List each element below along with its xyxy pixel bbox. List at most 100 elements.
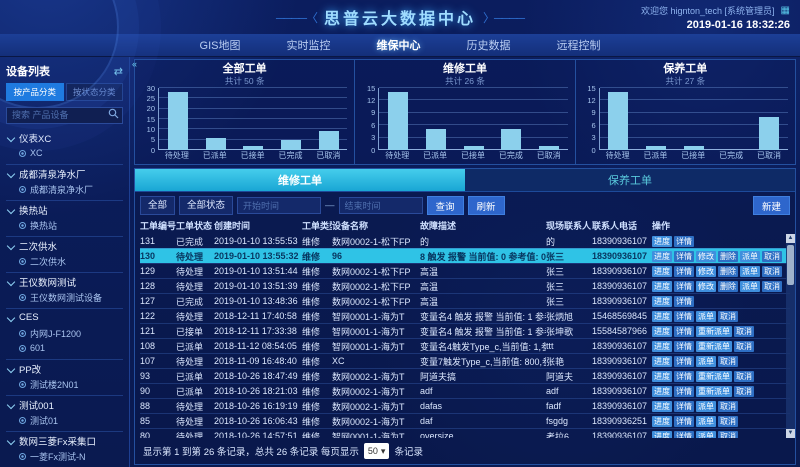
action-button-删除[interactable]: 删除 xyxy=(718,280,738,292)
table-row[interactable]: 108 已派单 2018-11-12 08:54:05 维修 智网0001-1-海为T 变… xyxy=(140,338,790,353)
action-button-进度[interactable]: 进度 xyxy=(652,325,672,337)
tree-item[interactable]: 换热站 xyxy=(6,218,123,233)
action-button-修改[interactable]: 修改 xyxy=(696,265,716,277)
action-button-详情[interactable]: 详情 xyxy=(674,235,694,247)
action-button-取消[interactable]: 取消 xyxy=(718,355,738,367)
action-button-修改[interactable]: 修改 xyxy=(696,250,716,262)
action-button-取消[interactable]: 取消 xyxy=(734,385,754,397)
action-button-详情[interactable]: 详情 xyxy=(674,310,694,322)
action-button-进度[interactable]: 进度 xyxy=(652,310,672,322)
order-tab-repair[interactable]: 维修工单 xyxy=(135,169,465,192)
tree-item[interactable]: 成都清泉净水厂 xyxy=(6,182,123,197)
action-button-重新派单[interactable]: 重新派单 xyxy=(696,385,732,397)
action-button-进度[interactable]: 进度 xyxy=(652,385,672,397)
action-button-进度[interactable]: 进度 xyxy=(652,280,672,292)
nav-tab-realtime[interactable]: 实时监控 xyxy=(286,40,331,52)
create-button[interactable]: 新建 xyxy=(752,196,790,215)
action-button-派单[interactable]: 派单 xyxy=(696,400,716,412)
action-button-删除[interactable]: 删除 xyxy=(718,250,738,262)
action-button-详情[interactable]: 详情 xyxy=(674,355,694,367)
action-button-派单[interactable]: 派单 xyxy=(696,355,716,367)
tree-item[interactable]: XC xyxy=(6,146,123,161)
action-button-重新派单[interactable]: 重新派单 xyxy=(696,325,732,337)
scroll-up-icon[interactable]: ▲ xyxy=(786,234,795,243)
page-size-select[interactable]: 50 ▾ xyxy=(363,443,390,459)
grid-icon[interactable]: ▦ xyxy=(780,5,790,16)
action-button-详情[interactable]: 详情 xyxy=(674,250,694,262)
tree-group-row[interactable]: 王仪数网测试 xyxy=(6,274,123,290)
table-row[interactable]: 129 待处理 2019-01-10 13:51:44 维修 数网0002-1-松下FP… xyxy=(140,263,790,278)
action-button-详情[interactable]: 详情 xyxy=(674,430,694,438)
action-button-派单[interactable]: 派单 xyxy=(696,310,716,322)
action-button-派单[interactable]: 派单 xyxy=(696,415,716,427)
tree-group-row[interactable]: 数网三菱Fx采集口 xyxy=(6,433,123,449)
tree-item[interactable]: 一菱Fx测试-N xyxy=(6,449,123,464)
table-row[interactable]: 121 已接单 2018-12-11 17:33:38 维修 智网0001-1-海为T 变… xyxy=(140,323,790,338)
status-select[interactable]: 全部状态 xyxy=(179,196,234,215)
action-button-详情[interactable]: 详情 xyxy=(674,385,694,397)
table-row[interactable]: 128 待处理 2019-01-10 13:51:39 维修 数网0002-1-松下FP… xyxy=(140,278,790,293)
tree-item[interactable]: 601 xyxy=(6,341,123,356)
nav-tab-history[interactable]: 历史数据 xyxy=(466,40,511,52)
table-row[interactable]: 127 已完成 2019-01-10 13:48:36 维修 数网0002-1-松下FP… xyxy=(140,293,790,308)
action-button-删除[interactable]: 删除 xyxy=(718,265,738,277)
table-row[interactable]: 90 已派单 2018-10-26 18:21:03 维修 数网0002-1-海为T ad… xyxy=(140,383,790,398)
action-button-详情[interactable]: 详情 xyxy=(674,370,694,382)
action-button-详情[interactable]: 详情 xyxy=(674,325,694,337)
action-button-详情[interactable]: 详情 xyxy=(674,280,694,292)
tree-item[interactable]: 测试楼2N01 xyxy=(6,377,123,392)
search-icon[interactable] xyxy=(108,108,119,119)
tree-item[interactable]: 测试01 xyxy=(6,413,123,428)
table-row[interactable]: 131 已完成 2019-01-10 13:55:53 维修 数网0002-1-松下FP… xyxy=(140,234,790,248)
action-button-修改[interactable]: 修改 xyxy=(696,280,716,292)
tree-group-row[interactable]: 二次供水 xyxy=(6,238,123,254)
query-button[interactable]: 查询 xyxy=(426,196,464,215)
action-button-进度[interactable]: 进度 xyxy=(652,250,672,262)
table-row[interactable]: 122 待处理 2018-12-11 17:40:58 维修 智网0001-1-海为T 变… xyxy=(140,308,790,323)
tree-group-row[interactable]: 成都清泉净水厂 xyxy=(6,166,123,182)
action-button-取消[interactable]: 取消 xyxy=(718,415,738,427)
swap-icon[interactable]: ⇄ xyxy=(113,65,123,78)
start-date-input[interactable] xyxy=(237,197,322,214)
action-button-进度[interactable]: 进度 xyxy=(652,355,672,367)
search-input[interactable] xyxy=(6,106,123,124)
order-tab-maintain[interactable]: 保养工单 xyxy=(465,169,795,192)
collapse-sidebar-icon[interactable]: « xyxy=(132,59,138,69)
action-button-进度[interactable]: 进度 xyxy=(652,400,672,412)
nav-tab-gis[interactable]: GIS地图 xyxy=(199,40,241,52)
action-button-取消[interactable]: 取消 xyxy=(718,310,738,322)
action-button-取消[interactable]: 取消 xyxy=(762,250,782,262)
end-date-input[interactable] xyxy=(338,197,423,214)
action-button-进度[interactable]: 进度 xyxy=(652,265,672,277)
action-button-取消[interactable]: 取消 xyxy=(718,400,738,412)
action-button-进度[interactable]: 进度 xyxy=(652,340,672,352)
tree-group-row[interactable]: 仪表XC xyxy=(6,130,123,146)
table-row[interactable]: 93 已派单 2018-10-26 18:47:49 维修 数网0002-1-海为T 阿道… xyxy=(140,368,790,383)
table-row[interactable]: 80 待处理 2018-10-26 14:57:51 维修 智网0001-1-海为T ov… xyxy=(140,428,790,438)
table-scrollbar[interactable]: ▲ ▼ xyxy=(786,234,795,438)
action-button-取消[interactable]: 取消 xyxy=(734,325,754,337)
action-button-详情[interactable]: 详情 xyxy=(674,265,694,277)
action-button-详情[interactable]: 详情 xyxy=(674,295,694,307)
category-select[interactable]: 全部 xyxy=(140,196,176,215)
action-button-派单[interactable]: 派单 xyxy=(696,430,716,438)
action-button-进度[interactable]: 进度 xyxy=(652,235,672,247)
sidebar-tab-by-product[interactable]: 按产品分类 xyxy=(6,83,64,101)
tree-item[interactable]: 王仪数网测试设备 xyxy=(6,290,123,305)
action-button-派单[interactable]: 派单 xyxy=(740,265,760,277)
action-button-进度[interactable]: 进度 xyxy=(652,370,672,382)
tree-group-row[interactable]: PP改 xyxy=(6,361,123,377)
action-button-派单[interactable]: 派单 xyxy=(740,280,760,292)
action-button-重新派单[interactable]: 重新派单 xyxy=(696,370,732,382)
action-button-重新派单[interactable]: 重新派单 xyxy=(696,340,732,352)
action-button-进度[interactable]: 进度 xyxy=(652,430,672,438)
tree-group-row[interactable]: 换热站 xyxy=(6,202,123,218)
table-row[interactable]: 88 待处理 2018-10-26 16:19:19 维修 数网0002-1-海为T da… xyxy=(140,398,790,413)
refresh-button[interactable]: 刷新 xyxy=(467,196,505,215)
tree-item[interactable]: 二次供水 xyxy=(6,254,123,269)
nav-tab-maintenance[interactable]: 维保中心 xyxy=(376,40,421,52)
action-button-取消[interactable]: 取消 xyxy=(762,280,782,292)
action-button-进度[interactable]: 进度 xyxy=(652,295,672,307)
scrollbar-thumb[interactable] xyxy=(787,245,794,285)
action-button-详情[interactable]: 详情 xyxy=(674,415,694,427)
